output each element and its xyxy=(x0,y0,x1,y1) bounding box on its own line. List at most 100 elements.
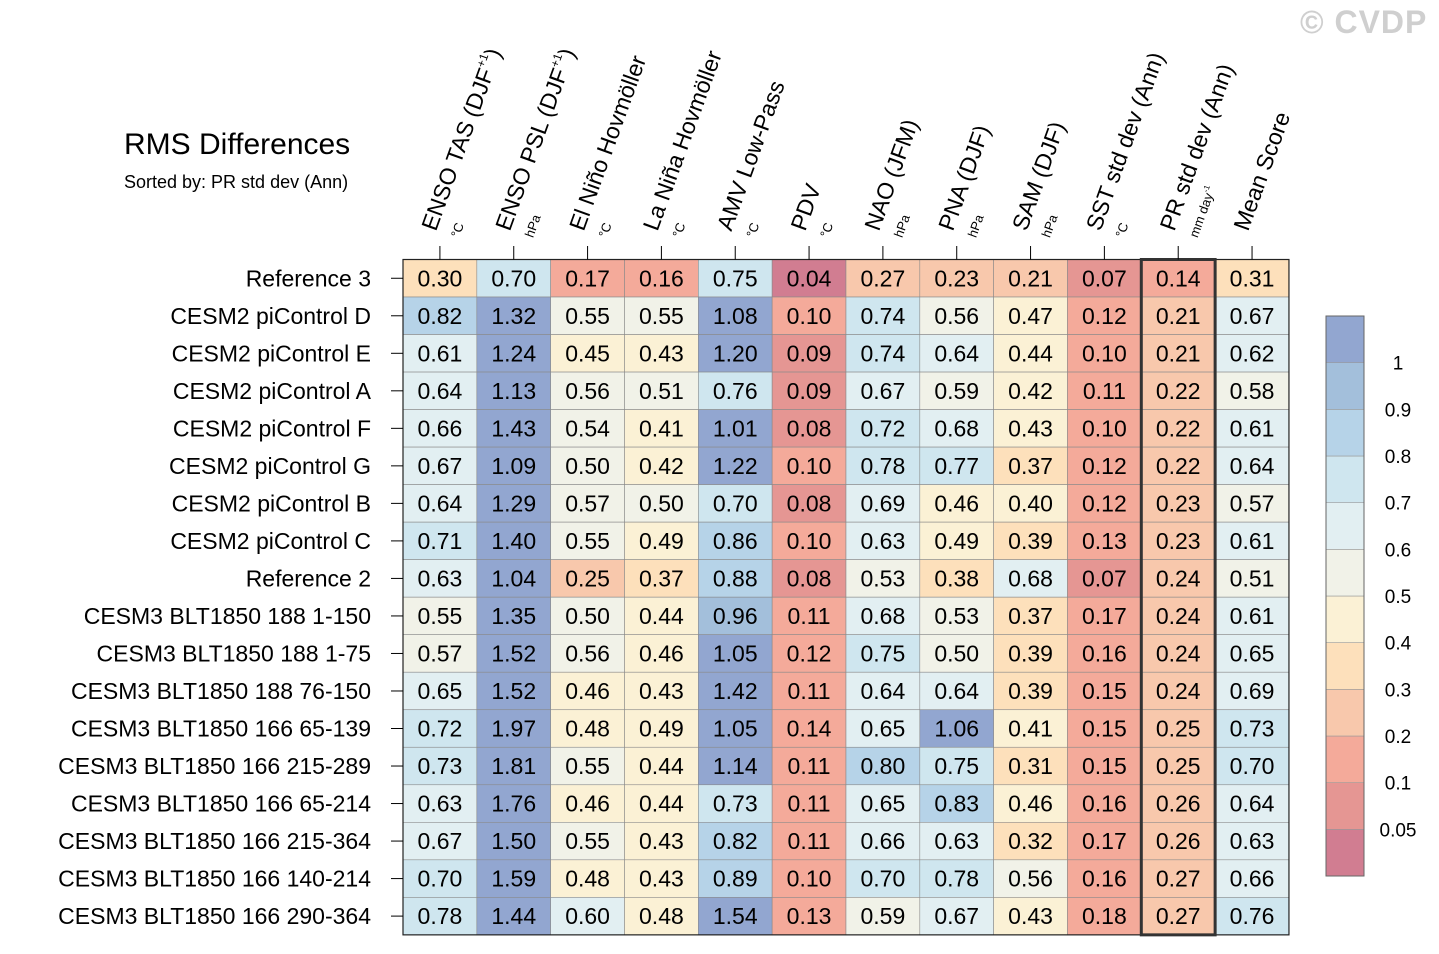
colorbar-segment xyxy=(1325,549,1365,597)
heatmap-cell xyxy=(845,634,921,673)
row-label: CESM3 BLT1850 166 215-289 xyxy=(58,753,371,779)
cell-value-label: 0.11 xyxy=(788,603,831,629)
heatmap-cell xyxy=(1067,596,1142,635)
heatmap-cell xyxy=(771,596,847,635)
heatmap-cell xyxy=(550,371,625,410)
cell-value-label: 0.67 xyxy=(418,453,463,479)
heatmap-cell xyxy=(845,784,921,823)
column-unit-label: °C xyxy=(596,221,615,240)
cell-value-label: 0.50 xyxy=(565,603,610,629)
cell-value-label: 1.52 xyxy=(491,640,536,666)
cell-value-label: 1.20 xyxy=(713,340,758,366)
heatmap-cell xyxy=(1214,484,1290,523)
cell-value-label: 0.59 xyxy=(934,378,979,404)
cell-value-label: 0.37 xyxy=(639,565,684,591)
cell-value-label: 0.68 xyxy=(861,603,906,629)
column-header-name: ENSO TAS (DJF xyxy=(416,65,499,234)
cell-value-label: 0.31 xyxy=(1230,265,1275,291)
row-label: CESM3 BLT1850 166 140-214 xyxy=(58,866,371,892)
cell-value-label: 0.63 xyxy=(418,565,463,591)
cell-value-label: 0.55 xyxy=(565,303,610,329)
cell-value-label: 0.11 xyxy=(788,753,831,779)
cell-value-label: 0.73 xyxy=(713,791,758,817)
heatmap-cell xyxy=(402,897,478,936)
cell-value-label: 1.40 xyxy=(491,528,536,554)
column-header: Mean Score xyxy=(1228,108,1295,233)
heatmap-cell xyxy=(402,859,478,898)
heatmap-cell xyxy=(845,596,921,635)
cell-value-label: 0.31 xyxy=(1008,753,1053,779)
heatmap-cell xyxy=(624,559,699,598)
heatmap-cell xyxy=(1067,746,1142,786)
column-unit: hPa xyxy=(1039,212,1061,240)
heatmap-cell xyxy=(476,671,551,711)
cell-value-label: 0.24 xyxy=(1156,640,1201,666)
heatmap-cell xyxy=(1214,897,1290,936)
row-label: Reference 3 xyxy=(246,265,371,291)
heatmap-cell xyxy=(993,859,1068,898)
column-header-superscript: +1 xyxy=(474,51,492,69)
cell-value-label: 0.16 xyxy=(1082,791,1127,817)
heatmap-cell xyxy=(771,371,847,410)
heatmap-cell xyxy=(698,409,773,448)
heatmap-cell xyxy=(1141,746,1216,786)
cell-value-label: 1.52 xyxy=(491,678,536,704)
heatmap-cell xyxy=(550,784,625,823)
column-unit: °C xyxy=(743,221,762,240)
cell-value-label: 1.42 xyxy=(713,678,758,704)
heatmap-cell xyxy=(919,596,994,635)
cell-value-label: 1.01 xyxy=(713,415,758,441)
cell-value-label: 0.68 xyxy=(1008,565,1053,591)
colorbar-segment xyxy=(1325,642,1365,690)
column-unit-label: °C xyxy=(817,221,836,240)
heatmap-cell xyxy=(845,334,921,373)
row-label: CESM3 BLT1850 166 65-139 xyxy=(71,716,371,742)
heatmap-cell xyxy=(919,746,994,786)
heatmap-cell xyxy=(698,371,773,410)
colorbar-segment xyxy=(1325,595,1365,643)
cell-value-label: 0.27 xyxy=(861,265,906,291)
cell-value-label: 0.57 xyxy=(565,490,610,516)
heatmap-cell xyxy=(402,671,478,711)
colorbar-segment xyxy=(1325,362,1365,410)
cell-value-label: 0.78 xyxy=(861,453,906,479)
cell-value-label: 0.57 xyxy=(1230,490,1275,516)
heatmap-cell xyxy=(919,784,994,823)
cell-value-label: 0.42 xyxy=(1008,378,1053,404)
cell-value-label: 0.10 xyxy=(787,866,832,892)
heatmap-cell xyxy=(993,296,1068,335)
column-header-name: SST std dev (Ann) xyxy=(1081,49,1170,234)
colorbar-tick-label: 0.8 xyxy=(1385,447,1411,468)
cell-value-label: 1.09 xyxy=(491,453,536,479)
colorbar-segment xyxy=(1325,735,1365,783)
heatmap-cell xyxy=(624,446,699,485)
cell-value-label: 0.13 xyxy=(1082,528,1127,554)
cell-value-label: 1.22 xyxy=(713,453,758,479)
cell-value-label: 0.16 xyxy=(1082,866,1127,892)
heatmap-cell xyxy=(550,897,625,936)
cell-value-label: 0.12 xyxy=(1082,490,1127,516)
colorbar-segment xyxy=(1325,455,1365,503)
colorbar-tick-label: 1 xyxy=(1393,354,1404,375)
cell-value-label: 0.64 xyxy=(1230,791,1275,817)
cell-value-label: 0.55 xyxy=(565,828,610,854)
heatmap-cell xyxy=(1141,897,1216,936)
cell-value-label: 0.69 xyxy=(861,490,906,516)
cell-value-label: 0.72 xyxy=(418,716,463,742)
cell-value-label: 0.17 xyxy=(1082,828,1127,854)
heatmap-cell xyxy=(402,446,478,485)
cell-value-label: 0.63 xyxy=(1230,828,1275,854)
cell-value-label: 0.71 xyxy=(418,528,463,554)
cell-value-label: 0.44 xyxy=(639,791,684,817)
cell-value-label: 0.49 xyxy=(934,528,979,554)
heatmap-cell xyxy=(845,709,921,748)
heatmap-cell xyxy=(476,746,551,786)
cell-value-label: 0.14 xyxy=(1156,265,1201,291)
cell-value-label: 0.21 xyxy=(1156,303,1201,329)
heatmap-cell xyxy=(1067,709,1142,748)
cell-value-label: 0.56 xyxy=(934,303,979,329)
heatmap-cell xyxy=(919,259,994,298)
cell-value-label: 0.46 xyxy=(565,791,610,817)
row-label: CESM3 BLT1850 188 76-150 xyxy=(71,678,371,704)
heatmap-cell xyxy=(919,446,994,485)
